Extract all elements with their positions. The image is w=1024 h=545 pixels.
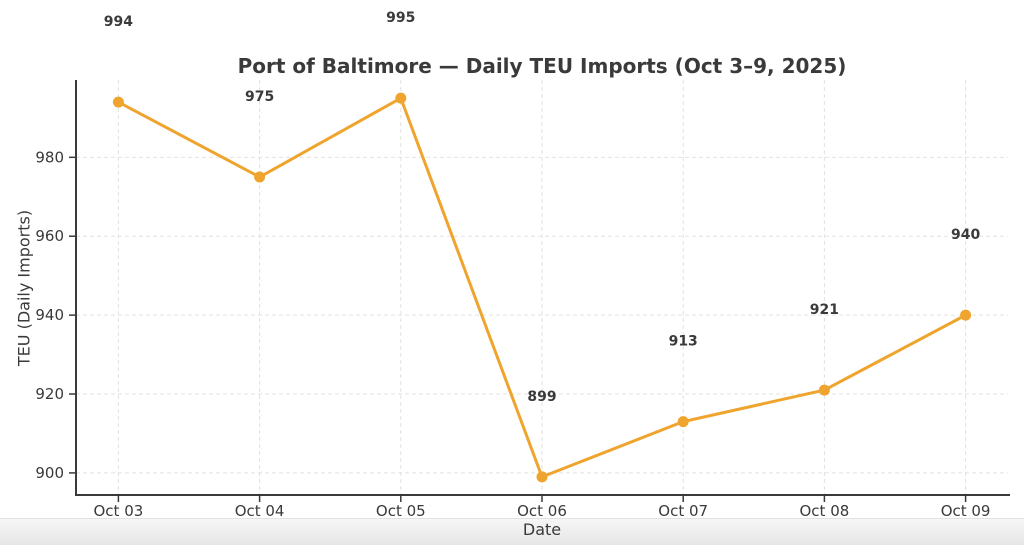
data-point-marker [677,416,689,428]
y-tick-label: 960 [35,227,64,245]
data-point-label: 899 [527,389,556,405]
x-tick-label: Oct 07 [658,502,708,520]
data-point-label: 940 [951,227,980,243]
x-axis-label: Date [522,520,562,539]
data-point-marker [818,384,830,396]
data-point-marker [254,171,266,183]
y-tick-label: 980 [35,148,64,166]
page-background-strip [0,518,1024,545]
data-point-marker [112,96,124,108]
y-tick-label: 900 [35,464,64,482]
x-tick-label: Oct 09 [941,502,991,520]
data-point-marker [395,92,407,104]
x-tick-label: Oct 06 [517,502,567,520]
x-tick-label: Oct 08 [800,502,850,520]
data-point-marker [960,309,972,321]
data-point-marker [536,471,548,483]
series-line [116,96,968,479]
y-axis-label: TEU (Daily Imports) [14,209,34,367]
data-point-label: 994 [104,14,133,30]
y-tick-label: 920 [35,385,64,403]
x-tick-label: Oct 05 [376,502,426,520]
data-point-label: 921 [810,302,839,318]
y-tick-label: 940 [35,306,64,324]
data-point-label: 975 [245,89,274,105]
chart-title: Port of Baltimore — Daily TEU Imports (O… [237,54,847,78]
data-point-label: 913 [669,334,698,350]
data-point-label: 995 [386,10,415,26]
x-tick-label: Oct 03 [94,502,144,520]
x-tick-label: Oct 04 [235,502,285,520]
